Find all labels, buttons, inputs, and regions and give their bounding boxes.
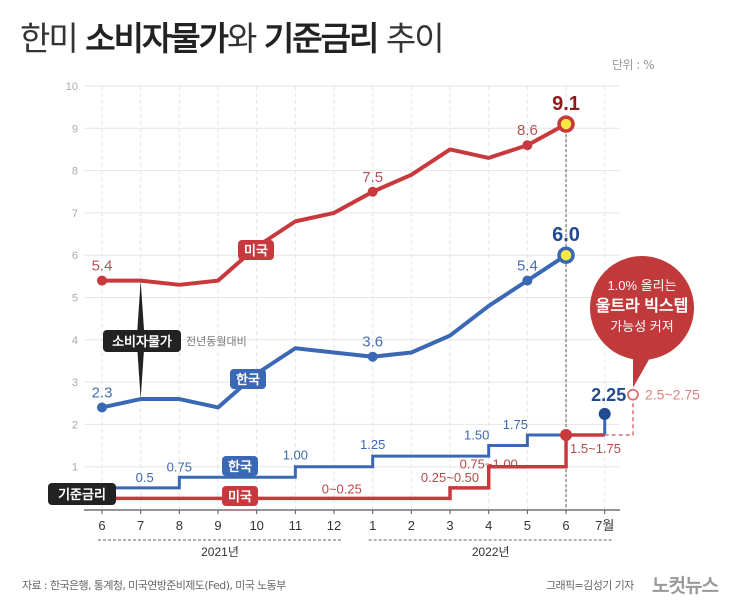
y-tick-label: 8 <box>72 166 78 178</box>
callout-bubble <box>590 256 694 360</box>
us-rate-value-label: 0.75~1.00 <box>460 457 518 472</box>
rate-label: 기준금리 <box>58 487 106 502</box>
us-cpi-point-current <box>557 115 575 133</box>
cpi-sublabel: 전년동월대비 <box>186 335 247 348</box>
x-tick-label: 10 <box>249 518 263 533</box>
us-cpi-value-label: 8.6 <box>517 122 538 139</box>
callout-line3: 가능성 커져 <box>610 319 673 334</box>
x-tick-label: 6 <box>562 518 569 533</box>
title-text-bold: 소비자물가 <box>85 19 229 58</box>
title-text-bold: 기준금리 <box>263 19 379 58</box>
y-tick-label: 6 <box>72 250 78 262</box>
us-rate-projection-label: 2.5~2.75 <box>645 387 700 403</box>
y-tick-label: 9 <box>72 123 78 135</box>
korea-rate-tag-bg <box>222 456 258 476</box>
y-tick-label: 4 <box>72 335 78 347</box>
x-tick-label: 7 <box>137 518 144 533</box>
cpi-label-bg <box>103 330 181 352</box>
x-tick-label: 3 <box>446 518 453 533</box>
korea-cpi-point-current <box>557 246 575 264</box>
credit-text: 그래픽=김성기 기자 <box>546 579 634 592</box>
korea-cpi-value-label: 2.3 <box>92 384 113 401</box>
us-cpi-line <box>102 122 567 287</box>
x-tick-label: 11 <box>289 518 303 533</box>
us-rate-line <box>102 433 605 501</box>
korea-rate-value-label: 1.75 <box>503 417 528 432</box>
us-rate-tag-bg <box>222 486 258 506</box>
x-tick-label: 1 <box>369 518 376 533</box>
x-tick-label: 7월 <box>595 518 614 533</box>
y-tick-label: 5 <box>72 293 78 305</box>
us-rate-projection-line <box>604 399 634 436</box>
us-cpi-point <box>367 186 378 197</box>
us-rate-value-label: 0.25~0.50 <box>421 470 479 485</box>
logo: 노컷뉴스 <box>652 575 719 597</box>
korea-rate-value-label: 2.25 <box>591 385 626 405</box>
korea-rate-value-label: 1.25 <box>360 437 385 452</box>
korea-cpi-point <box>97 402 107 413</box>
korea-cpi-value-label: 6.0 <box>552 224 580 246</box>
korea-cpi-value-label: 3.6 <box>362 334 383 351</box>
korea-rate-tag: 한국 <box>228 459 252 474</box>
y-tick-label: 10 <box>66 81 78 93</box>
us-rate-projection-point <box>627 388 639 401</box>
korea-rate-value-label: 1.00 <box>283 448 308 463</box>
us-cpi-value-label: 9.1 <box>552 93 580 115</box>
us-cpi-value-label: 5.4 <box>92 258 113 275</box>
page-title: 한미 소비자물가와 기준금리 추이 <box>20 12 445 60</box>
korea-rate-value-label: 0.5 <box>136 470 154 485</box>
x-tick-label: 9 <box>214 518 221 533</box>
callout-pointer <box>633 356 651 388</box>
source-text: 자료 : 한국은행, 통계청, 미국연방준비제도(Fed), 미국 노동부 <box>22 579 286 592</box>
us-cpi-tag: 미국 <box>244 243 268 258</box>
us-cpi-tag-bg <box>238 240 274 260</box>
us-rate-value-label: 1.5~1.75 <box>570 441 621 456</box>
korea-rate-line <box>102 433 567 490</box>
korea-rate-point-current <box>598 407 611 420</box>
x-tick-label: 4 <box>485 518 492 533</box>
us-rate-tag: 미국 <box>228 489 252 504</box>
us-rate-value-label: 0~0.25 <box>322 481 362 496</box>
year-label: 2022년 <box>472 545 510 559</box>
y-tick-label: 1 <box>72 462 78 474</box>
x-tick-label: 8 <box>176 518 183 533</box>
korea-cpi-value-label: 5.4 <box>517 258 538 275</box>
us-cpi-point <box>97 275 107 286</box>
x-tick-label: 2 <box>408 518 415 533</box>
title-text: 추이 <box>377 19 445 58</box>
korea-rate-value-label: 0.75 <box>167 459 192 474</box>
korea-cpi-line <box>101 253 568 410</box>
korea-cpi-tag: 한국 <box>236 372 260 387</box>
x-tick-label: 5 <box>524 518 531 533</box>
cpi-label: 소비자물가 <box>112 334 172 349</box>
y-tick-label: 3 <box>72 377 78 389</box>
callout-line1: 1.0% 올리는 <box>607 278 676 293</box>
us-cpi-value-label: 7.5 <box>362 169 383 186</box>
y-tick-label: 2 <box>72 419 78 431</box>
year-label: 2021년 <box>201 545 239 559</box>
callout-line2: 울트라 빅스텝 <box>596 296 689 315</box>
korea-cpi-tag-bg <box>230 369 266 389</box>
y-tick-label: 7 <box>72 208 78 220</box>
x-tick-label: 6 <box>98 518 105 533</box>
korea-cpi-point <box>522 275 533 286</box>
us-rate-point-current <box>560 428 573 441</box>
title-text: 와 <box>227 19 264 58</box>
korea-cpi-point <box>367 351 378 362</box>
unit-label: 단위 : % <box>612 58 655 72</box>
x-tick-label: 12 <box>327 518 341 533</box>
rate-label-bg <box>48 483 116 505</box>
us-cpi-point <box>522 140 533 151</box>
title-text: 한미 <box>20 19 86 58</box>
korea-rate-value-label: 1.50 <box>464 428 489 443</box>
